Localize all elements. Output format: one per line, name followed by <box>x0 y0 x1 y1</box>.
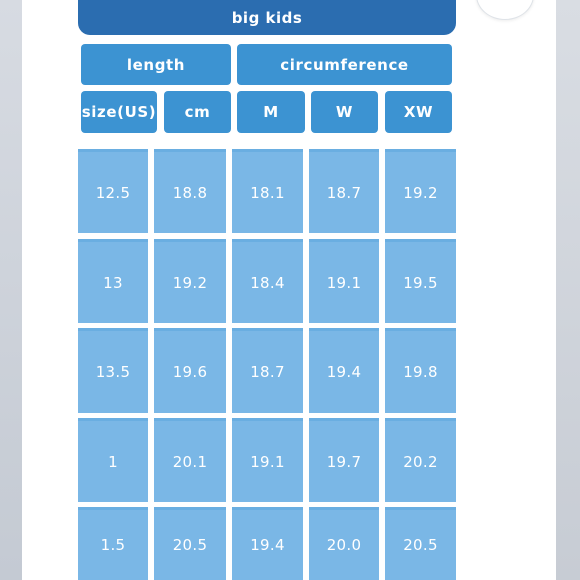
column-header-m: M <box>237 91 305 133</box>
table-cell: 18.8 <box>154 149 226 233</box>
table-cell: 18.7 <box>232 328 303 413</box>
table-cell: 13.5 <box>78 328 148 413</box>
table-cell: 19.8 <box>385 328 456 413</box>
table-cell: 19.4 <box>232 507 303 580</box>
backdrop-left <box>0 0 22 580</box>
table-cell: 20.0 <box>309 507 379 580</box>
table-title: big kids <box>78 0 456 35</box>
table-cell: 20.2 <box>385 418 456 502</box>
column-header-xw: XW <box>385 91 452 133</box>
table-cell: 19.2 <box>385 149 456 233</box>
column-header-size-us: size(US) <box>81 91 157 133</box>
table-cell: 20.5 <box>154 507 226 580</box>
table-cell: 19.2 <box>154 239 226 323</box>
table-cell: 20.1 <box>154 418 226 502</box>
table-cell: 20.5 <box>385 507 456 580</box>
table-cell: 19.7 <box>309 418 379 502</box>
table-cell: 1.5 <box>78 507 148 580</box>
column-header-w: W <box>311 91 378 133</box>
table-cell: 12.5 <box>78 149 148 233</box>
column-header-cm: cm <box>164 91 231 133</box>
table-cell: 13 <box>78 239 148 323</box>
table-cell: 1 <box>78 418 148 502</box>
table-cell: 19.1 <box>309 239 379 323</box>
group-header-length: length <box>81 44 231 85</box>
table-cell: 19.5 <box>385 239 456 323</box>
group-header-circumference: circumference <box>237 44 452 85</box>
backdrop-right <box>556 0 580 580</box>
table-cell: 18.1 <box>232 149 303 233</box>
table-cell: 19.1 <box>232 418 303 502</box>
table-cell: 18.7 <box>309 149 379 233</box>
table-cell: 19.4 <box>309 328 379 413</box>
table-cell: 18.4 <box>232 239 303 323</box>
table-cell: 19.6 <box>154 328 226 413</box>
size-table-body: 12.5 18.8 18.1 18.7 19.2 13 19.2 18.4 19… <box>78 142 456 580</box>
